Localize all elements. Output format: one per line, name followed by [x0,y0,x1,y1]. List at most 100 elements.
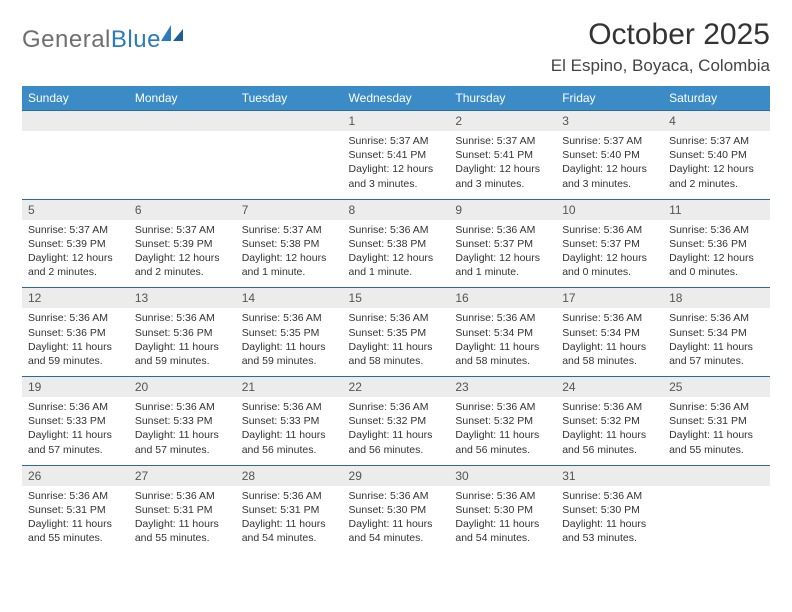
calendar-cell: 8Sunrise: 5:36 AMSunset: 5:38 PMDaylight… [343,199,450,288]
day-data: Sunrise: 5:36 AMSunset: 5:36 PMDaylight:… [129,308,236,376]
day-data: Sunrise: 5:36 AMSunset: 5:32 PMDaylight:… [343,397,450,465]
daylight-text: Daylight: 11 hours and 59 minutes. [242,340,337,368]
daylight-text: Daylight: 12 hours and 3 minutes. [349,162,444,190]
calendar-cell: 25Sunrise: 5:36 AMSunset: 5:31 PMDayligh… [663,377,770,466]
header: GeneralBlue October 2025 El Espino, Boya… [22,18,770,76]
sunrise-text: Sunrise: 5:36 AM [455,489,550,503]
calendar-cell: 20Sunrise: 5:36 AMSunset: 5:33 PMDayligh… [129,377,236,466]
day-data [663,486,770,544]
sunrise-text: Sunrise: 5:36 AM [28,489,123,503]
day-number: 7 [236,200,343,220]
daylight-text: Daylight: 11 hours and 58 minutes. [455,340,550,368]
daylight-text: Daylight: 11 hours and 57 minutes. [669,340,764,368]
sunrise-text: Sunrise: 5:36 AM [669,400,764,414]
daylight-text: Daylight: 12 hours and 0 minutes. [669,251,764,279]
calendar-cell: 5Sunrise: 5:37 AMSunset: 5:39 PMDaylight… [22,199,129,288]
dow-thursday: Thursday [449,86,556,111]
location-subtitle: El Espino, Boyaca, Colombia [551,56,770,76]
calendar-cell: 11Sunrise: 5:36 AMSunset: 5:36 PMDayligh… [663,199,770,288]
day-data: Sunrise: 5:37 AMSunset: 5:38 PMDaylight:… [236,220,343,288]
calendar-cell [22,111,129,200]
sunset-text: Sunset: 5:31 PM [135,503,230,517]
day-number: 20 [129,377,236,397]
sunset-text: Sunset: 5:33 PM [28,414,123,428]
day-data: Sunrise: 5:36 AMSunset: 5:34 PMDaylight:… [663,308,770,376]
day-number [22,111,129,131]
day-number [129,111,236,131]
day-data: Sunrise: 5:37 AMSunset: 5:39 PMDaylight:… [129,220,236,288]
day-data: Sunrise: 5:36 AMSunset: 5:38 PMDaylight:… [343,220,450,288]
day-data: Sunrise: 5:36 AMSunset: 5:30 PMDaylight:… [556,486,663,554]
sunrise-text: Sunrise: 5:36 AM [349,489,444,503]
day-data: Sunrise: 5:37 AMSunset: 5:40 PMDaylight:… [663,131,770,199]
day-number: 14 [236,288,343,308]
daylight-text: Daylight: 11 hours and 54 minutes. [455,517,550,545]
day-number [663,466,770,486]
sunset-text: Sunset: 5:35 PM [242,326,337,340]
sunset-text: Sunset: 5:41 PM [349,148,444,162]
calendar-cell: 1Sunrise: 5:37 AMSunset: 5:41 PMDaylight… [343,111,450,200]
day-number [236,111,343,131]
day-number: 27 [129,466,236,486]
sunrise-text: Sunrise: 5:36 AM [135,400,230,414]
calendar-cell: 17Sunrise: 5:36 AMSunset: 5:34 PMDayligh… [556,288,663,377]
sunset-text: Sunset: 5:36 PM [28,326,123,340]
sunset-text: Sunset: 5:39 PM [28,237,123,251]
calendar-cell: 18Sunrise: 5:36 AMSunset: 5:34 PMDayligh… [663,288,770,377]
day-data: Sunrise: 5:37 AMSunset: 5:40 PMDaylight:… [556,131,663,199]
calendar-week: 5Sunrise: 5:37 AMSunset: 5:39 PMDaylight… [22,199,770,288]
brand-part2: Blue [111,26,161,53]
page-title: October 2025 [551,18,770,52]
calendar-cell: 23Sunrise: 5:36 AMSunset: 5:32 PMDayligh… [449,377,556,466]
daylight-text: Daylight: 12 hours and 1 minute. [242,251,337,279]
sunrise-text: Sunrise: 5:37 AM [135,223,230,237]
day-number: 26 [22,466,129,486]
sunrise-text: Sunrise: 5:36 AM [455,400,550,414]
daylight-text: Daylight: 11 hours and 57 minutes. [135,428,230,456]
sunrise-text: Sunrise: 5:36 AM [562,489,657,503]
brand-part1: General [22,26,111,53]
calendar-cell: 24Sunrise: 5:36 AMSunset: 5:32 PMDayligh… [556,377,663,466]
sunrise-text: Sunrise: 5:36 AM [455,311,550,325]
sunset-text: Sunset: 5:41 PM [455,148,550,162]
sunset-text: Sunset: 5:34 PM [562,326,657,340]
daylight-text: Daylight: 12 hours and 2 minutes. [135,251,230,279]
day-data: Sunrise: 5:36 AMSunset: 5:33 PMDaylight:… [236,397,343,465]
sunset-text: Sunset: 5:35 PM [349,326,444,340]
sunrise-text: Sunrise: 5:37 AM [562,134,657,148]
day-data: Sunrise: 5:36 AMSunset: 5:31 PMDaylight:… [236,486,343,554]
day-data: Sunrise: 5:36 AMSunset: 5:33 PMDaylight:… [129,397,236,465]
sunrise-text: Sunrise: 5:36 AM [455,223,550,237]
sunset-text: Sunset: 5:40 PM [562,148,657,162]
dow-sunday: Sunday [22,86,129,111]
day-of-week-row: Sunday Monday Tuesday Wednesday Thursday… [22,86,770,111]
dow-saturday: Saturday [663,86,770,111]
sunrise-text: Sunrise: 5:36 AM [28,311,123,325]
day-data: Sunrise: 5:36 AMSunset: 5:32 PMDaylight:… [556,397,663,465]
calendar-cell: 12Sunrise: 5:36 AMSunset: 5:36 PMDayligh… [22,288,129,377]
day-number: 4 [663,111,770,131]
day-number: 2 [449,111,556,131]
day-number: 3 [556,111,663,131]
sunset-text: Sunset: 5:34 PM [669,326,764,340]
calendar-cell: 13Sunrise: 5:36 AMSunset: 5:36 PMDayligh… [129,288,236,377]
sunrise-text: Sunrise: 5:36 AM [242,311,337,325]
day-data: Sunrise: 5:36 AMSunset: 5:35 PMDaylight:… [343,308,450,376]
day-data: Sunrise: 5:36 AMSunset: 5:32 PMDaylight:… [449,397,556,465]
calendar-cell: 28Sunrise: 5:36 AMSunset: 5:31 PMDayligh… [236,465,343,553]
day-data: Sunrise: 5:37 AMSunset: 5:39 PMDaylight:… [22,220,129,288]
day-data [129,131,236,189]
day-data [22,131,129,189]
sunset-text: Sunset: 5:36 PM [669,237,764,251]
sail-icon [159,23,185,43]
sunrise-text: Sunrise: 5:36 AM [669,223,764,237]
daylight-text: Daylight: 11 hours and 58 minutes. [562,340,657,368]
sunrise-text: Sunrise: 5:36 AM [242,400,337,414]
dow-wednesday: Wednesday [343,86,450,111]
sunset-text: Sunset: 5:30 PM [349,503,444,517]
daylight-text: Daylight: 11 hours and 59 minutes. [28,340,123,368]
day-number: 21 [236,377,343,397]
sunset-text: Sunset: 5:31 PM [242,503,337,517]
day-data: Sunrise: 5:36 AMSunset: 5:34 PMDaylight:… [449,308,556,376]
calendar-week: 1Sunrise: 5:37 AMSunset: 5:41 PMDaylight… [22,111,770,200]
